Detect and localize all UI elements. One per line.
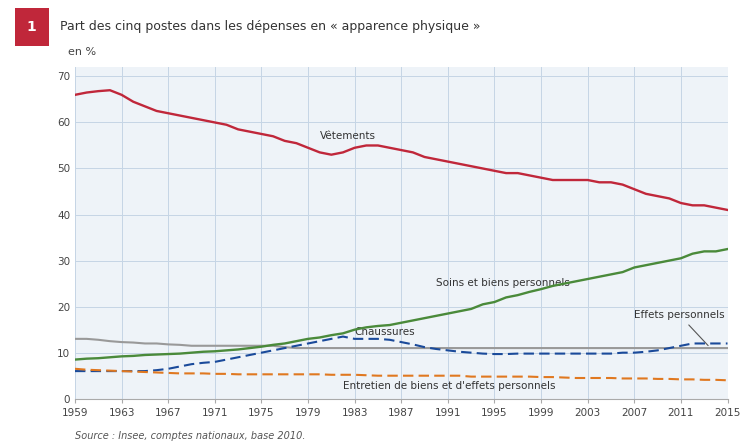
Text: Vêtements: Vêtements [320, 130, 376, 141]
Bar [15, 8, 49, 46]
Text: Source : Insee, comptes nationaux, base 2010.: Source : Insee, comptes nationaux, base … [75, 431, 305, 441]
Text: Effets personnels: Effets personnels [634, 310, 725, 345]
Text: 1: 1 [27, 20, 36, 34]
Text: Soins et biens personnels: Soins et biens personnels [436, 278, 570, 288]
Text: en %: en % [68, 47, 97, 57]
Text: Entretien de biens et d'effets personnels: Entretien de biens et d'effets personnel… [343, 381, 556, 391]
Text: Part des cinq postes dans les dépenses en « apparence physique »: Part des cinq postes dans les dépenses e… [60, 20, 481, 34]
Text: Chaussures: Chaussures [355, 327, 416, 337]
